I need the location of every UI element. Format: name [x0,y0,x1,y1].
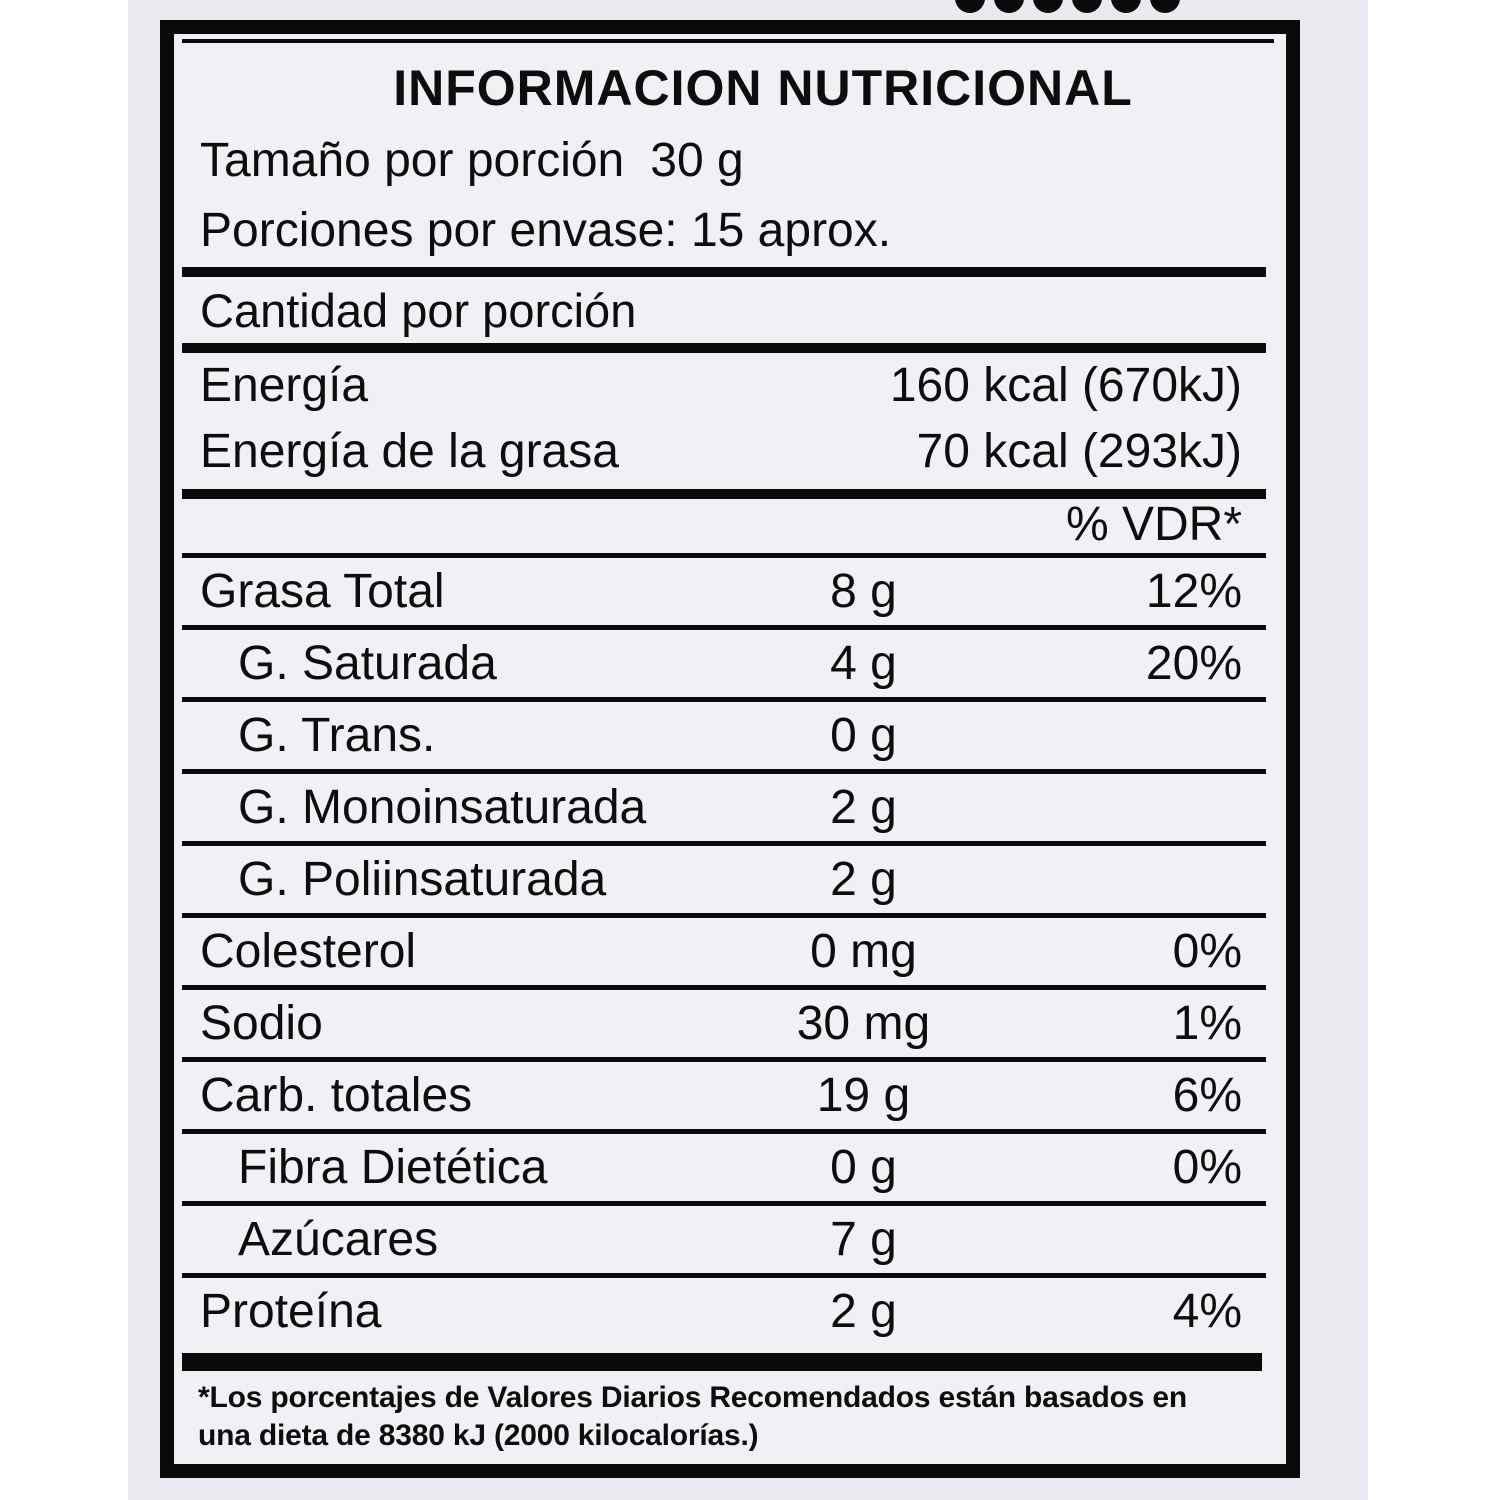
nutrient-name: Fibra Dietética [238,1141,548,1194]
section-rule [182,489,1266,499]
servings-per-container-row: Porciones por envase: 15 aprox. [200,204,892,257]
packaging-dots [955,0,1180,13]
nutrient-row: Sodio 30 mg 1% [174,990,1286,1057]
row-separator [182,985,1266,990]
energy-rows: Energía 160 kcal (670kJ) Energía de la gra… [174,353,1286,485]
nutrient-name: Colesterol [200,925,417,978]
nutrient-amount: 2 g [830,853,897,906]
nutrient-amount: 0 g [830,1141,897,1194]
serving-size-row: Tamaño por porción 30 g [174,131,1286,191]
nutrient-amount: 8 g [830,565,897,618]
nutrient-amount: 0 mg [810,925,917,978]
energy-name: Energía [200,359,369,412]
nutrient-daily-value: 12% [1145,565,1242,618]
nutrient-daily-value: 1% [1172,997,1242,1050]
nutrient-amount: 2 g [830,781,897,834]
packaging-dot [1072,0,1102,13]
row-separator [182,1057,1266,1062]
footnote-line: una dieta de 8380 kJ (2000 kilocalorías.… [198,1419,759,1452]
section-rule [182,343,1266,353]
packaging-dot [994,0,1024,13]
nutrient-name: G. Monoinsaturada [238,781,647,834]
row-separator [182,1201,1266,1206]
nutrient-row: G. Poliinsaturada 2 g [174,846,1286,913]
nutrient-name: Carb. totales [200,1069,473,1122]
label-title: INFORMACION NUTRICIONAL [393,60,1133,116]
nutrient-name: Grasa Total [200,565,445,618]
nutrient-row: Grasa Total 8 g 12% [174,558,1286,625]
row-separator [182,841,1266,846]
nutrient-amount: 4 g [830,637,897,690]
energy-row: Energía de la grasa 70 kcal (293kJ) [174,419,1286,485]
row-separator [182,697,1266,702]
nutrient-row: Fibra Dietética 0 g 0% [174,1134,1286,1201]
nutrition-label: INFORMACION NUTRICIONAL Tamaño por porci… [160,20,1300,1478]
energy-value: 70 kcal (293kJ) [916,425,1242,478]
row-separator [182,553,1266,558]
row-separator [182,1129,1266,1134]
energy-value: 160 kcal (670kJ) [889,359,1242,412]
nutrient-daily-value: 6% [1172,1069,1242,1122]
nutrient-row: G. Saturada 4 g 20% [174,630,1286,697]
package-background: INFORMACION NUTRICIONAL Tamaño por porci… [128,0,1368,1500]
row-separator [182,913,1266,918]
packaging-dot [1111,0,1141,13]
nutrient-row: G. Trans. 0 g [174,702,1286,769]
nutrient-name: Sodio [200,997,323,1050]
row-separator [182,625,1266,630]
nutrient-name: Azúcares [238,1213,439,1266]
nutrient-daily-value: 4% [1172,1285,1242,1338]
nutrient-row: Colesterol 0 mg 0% [174,918,1286,985]
serving-size-label: Tamaño por porción [200,134,625,187]
row-separator [182,1273,1266,1278]
row-separator [182,769,1266,774]
nutrient-amount: 19 g [816,1069,911,1122]
nutrient-daily-value: 20% [1145,637,1242,690]
footnote-rule [182,1353,1262,1371]
nutrient-row: Azúcares 7 g [174,1206,1286,1273]
nutrient-daily-value: 0% [1172,1141,1242,1194]
packaging-dot [1150,0,1180,13]
nutrient-amount: 0 g [830,709,897,762]
amount-per-serving-header: Cantidad por porción [200,284,637,337]
nutrient-amount: 30 mg [796,997,931,1050]
nutrient-row: Carb. totales 19 g 6% [174,1062,1286,1129]
nutrient-name: G. Poliinsaturada [238,853,607,906]
energy-name: Energía de la grasa [200,425,619,478]
packaging-dot [955,0,985,13]
nutrient-daily-value: 0% [1172,925,1242,978]
nutrient-name: Proteína [200,1285,382,1338]
footnote-line: *Los porcentajes de Valores Diarios Reco… [198,1381,1188,1414]
nutrient-name: G. Trans. [238,709,436,762]
nutrient-row: G. Monoinsaturada 2 g [174,774,1286,841]
nutrient-table: Grasa Total 8 g 12% G. Saturada 4 g 20% G. Tra… [174,558,1286,1345]
nutrient-amount: 7 g [830,1213,897,1266]
section-rule [182,267,1266,277]
daily-value-header: % VDR* [1065,498,1242,551]
packaging-dot [1033,0,1063,13]
inner-top-rule [182,39,1274,43]
nutrient-amount: 2 g [830,1285,897,1338]
footnote: *Los porcentajes de Valores Diarios Reco… [174,1379,1286,1455]
nutrient-row: Proteína 2 g 4% [174,1278,1286,1345]
nutrient-name: G. Saturada [238,637,497,690]
serving-size-value: 30 g [650,134,744,187]
energy-row: Energía 160 kcal (670kJ) [174,353,1286,419]
